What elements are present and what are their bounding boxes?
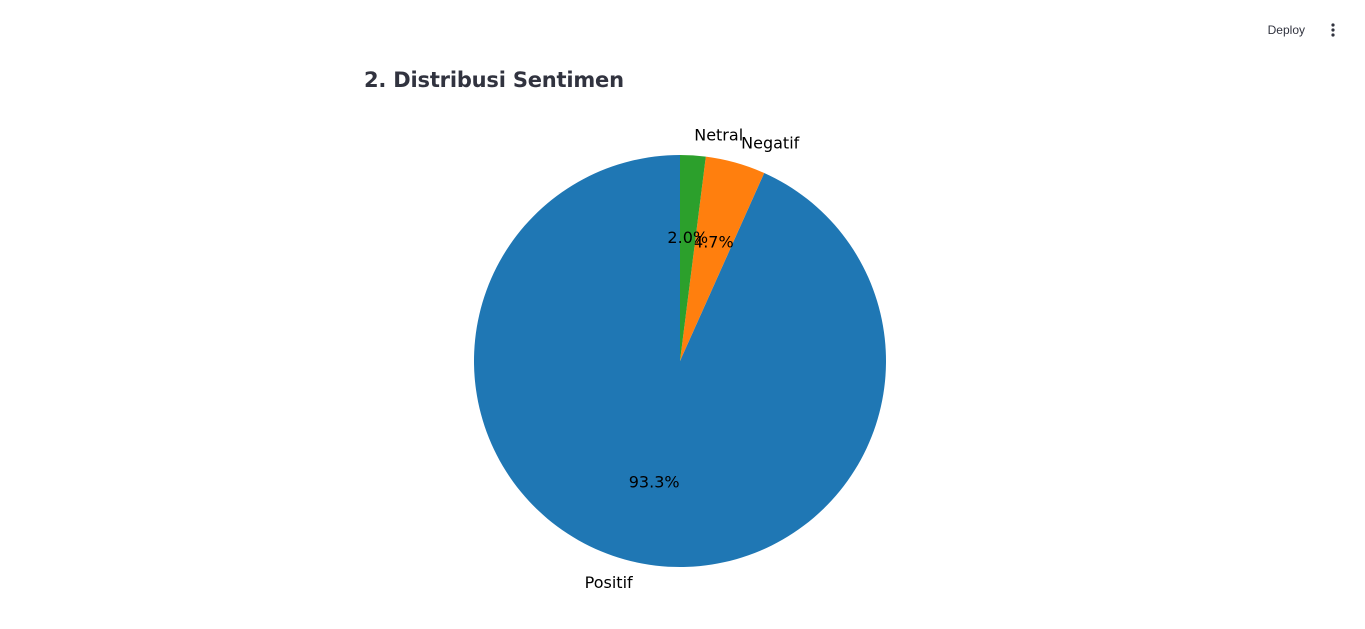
kebab-menu-icon (1331, 23, 1335, 37)
slice-label-netral: Netral (694, 125, 743, 144)
slice-percent-netral: 2.0% (667, 228, 708, 247)
slice-percent-positif: 93.3% (629, 472, 680, 491)
pie-slice-negatif (680, 156, 765, 361)
pie-slice-netral (680, 155, 706, 361)
main-menu-button[interactable] (1323, 20, 1343, 40)
deploy-button[interactable]: Deploy (1260, 17, 1313, 43)
slice-label-positif: Positif (585, 573, 633, 592)
slice-percent-negatif: 4.7% (693, 232, 734, 251)
top-toolbar: Deploy (1260, 0, 1365, 60)
page-title: 2. Distribusi Sentimen (364, 68, 624, 92)
slice-label-negatif: Negatif (741, 133, 799, 152)
